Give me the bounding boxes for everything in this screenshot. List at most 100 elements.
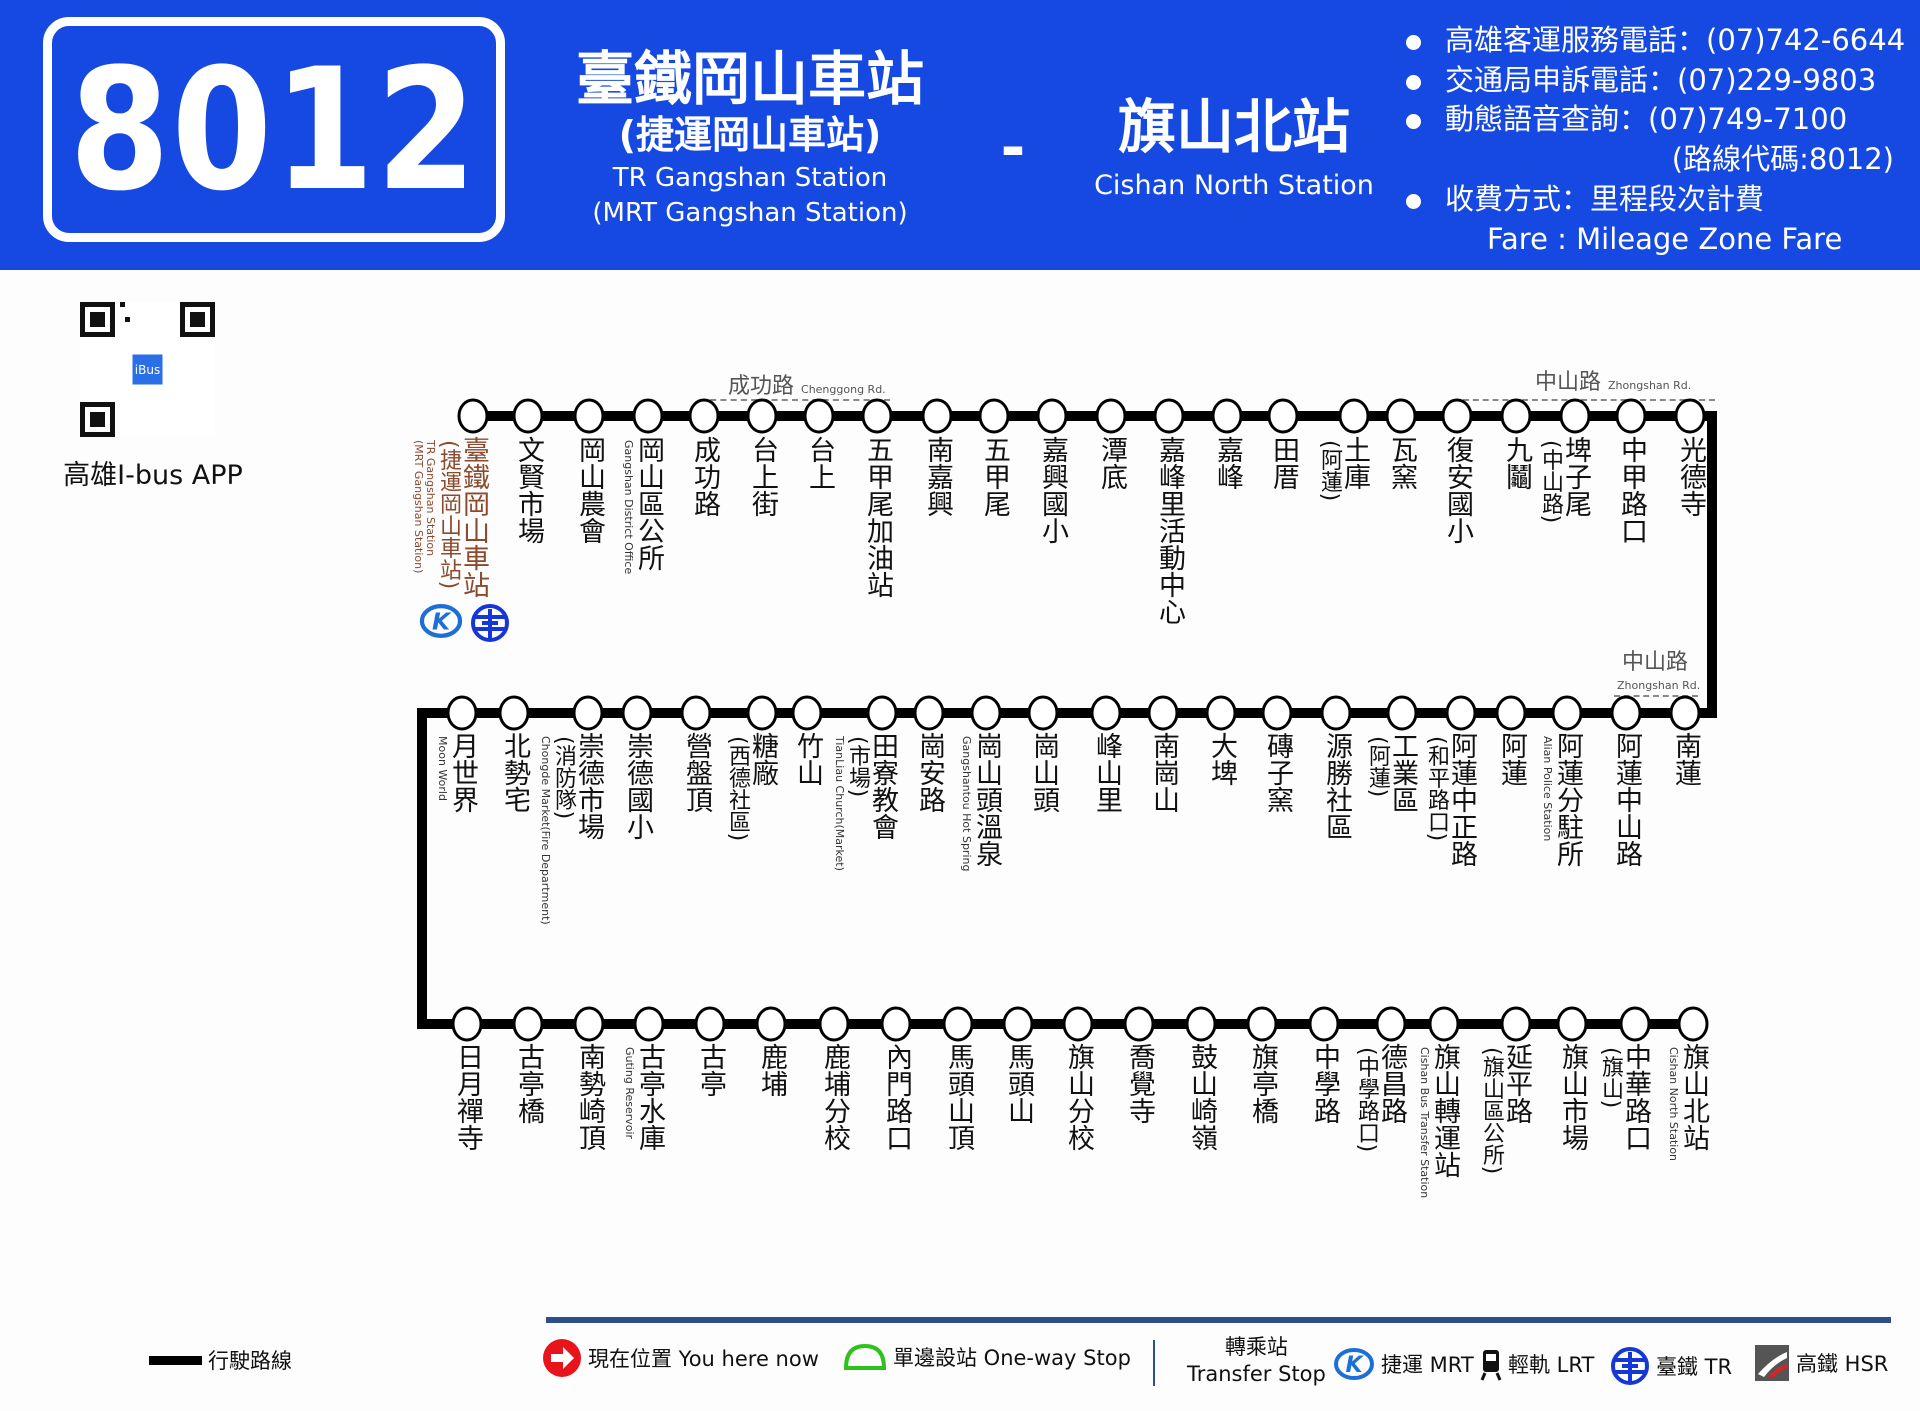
stop-name: 大埤 (1206, 732, 1237, 786)
stop-name: 岡山農會 (574, 436, 605, 544)
stop-label[interactable]: 土庫 (阿蓮) (1317, 436, 1370, 501)
stop-label[interactable]: 營盤頂 (681, 732, 712, 813)
qr-code[interactable]: iBus (80, 302, 215, 437)
stop-label[interactable]: 旗山轉運站 Cishan Bus Transfer Station (1418, 1043, 1460, 1198)
stop-label[interactable]: 中華路口 (旗山) (1598, 1043, 1651, 1151)
stop-label[interactable]: 五甲尾 (979, 436, 1010, 517)
legend-hsr: 高鐵 HSR (1754, 1344, 1888, 1382)
stop-label[interactable]: 鼓山崎嶺 (1186, 1043, 1217, 1151)
stop-label[interactable]: 中甲路口 (1616, 436, 1647, 544)
stop-label[interactable]: 月世界 Moon World (436, 732, 478, 813)
stop-label[interactable]: 文賢市場 (513, 436, 544, 544)
stop-label[interactable]: 喬覺寺 (1124, 1043, 1155, 1124)
stop-label[interactable]: 旗亭橋 (1247, 1043, 1278, 1124)
stop-label[interactable]: 成功路 (689, 436, 720, 517)
stop-name: 鹿埔 (756, 1043, 787, 1097)
stop-label[interactable]: 旗山北站 Cishan North Station (1667, 1043, 1709, 1162)
stop-name: 旗山市場 (1557, 1043, 1588, 1151)
stop-marker (1445, 695, 1477, 731)
stop-marker (1441, 398, 1473, 434)
stop-name: 成功路 (689, 436, 720, 517)
stop-marker (1211, 398, 1243, 434)
stop-name: 崗安路 (914, 732, 945, 813)
stop-label[interactable]: 九鬮 (1501, 436, 1532, 490)
stop-name: 中華路口 (1620, 1043, 1651, 1151)
stop-label[interactable]: 馬頭山頂 (943, 1043, 974, 1151)
stop-label[interactable]: 內門路口 (881, 1043, 912, 1151)
stop-name: 岡山區公所 (633, 436, 664, 571)
stop-label[interactable]: 旗山市場 (1557, 1043, 1588, 1151)
stop-label[interactable]: 五甲尾加油站 (862, 436, 893, 598)
stop-label[interactable]: 崇德國小 (622, 732, 653, 840)
stop-marker (1495, 695, 1527, 731)
stop-label[interactable]: 阿蓮中山路 (1611, 732, 1642, 867)
stop-label[interactable]: 嘉峰 (1212, 436, 1243, 490)
stop-label[interactable]: 潭底 (1096, 436, 1127, 490)
bullet-icon (1406, 34, 1421, 50)
stop-label[interactable]: 岡山區公所 Gangshan District Office (622, 436, 664, 574)
stop-label[interactable]: 台上 (804, 436, 835, 490)
stop-label[interactable]: 古亭 (695, 1043, 726, 1097)
stop-label[interactable]: 糖廠 (西德社區) (725, 732, 778, 841)
stop-label[interactable]: 崗安路 (914, 732, 945, 813)
stop-label[interactable]: 古亭橋 (513, 1043, 544, 1124)
stop-label[interactable]: 延平路 (旗山區公所) (1479, 1043, 1532, 1174)
stop-label[interactable]: 鹿埔分校 (819, 1043, 850, 1151)
complaint-phone: 交通局申訴電話：(07)229-9803 (1406, 66, 1876, 95)
stop-name: 嘉峰里活動中心 (1154, 436, 1185, 625)
stop-label[interactable]: 源勝社區 (1321, 732, 1352, 840)
stop-label[interactable]: 日月禪寺 (452, 1043, 483, 1151)
stop-label[interactable]: 古亭水庫 Guting Reservoir (623, 1043, 665, 1151)
stop-label[interactable]: 大埤 (1206, 732, 1237, 786)
stop-label[interactable]: 北勢宅 (499, 732, 530, 813)
stop-label[interactable]: 光德寺 (1675, 436, 1706, 517)
stop-subname: (捷運岡山車站) (436, 440, 461, 590)
stop-label[interactable]: 台上街 (747, 436, 778, 517)
stop-name: 南勢崎頂 (574, 1043, 605, 1151)
stop-label[interactable]: 崗山頭溫泉 Gangshantou Hot Spring (960, 732, 1002, 871)
stop-name: 阿蓮中山路 (1611, 732, 1642, 867)
stop-marker (1556, 1006, 1588, 1042)
stop-label[interactable]: 埤子尾 (中山路) (1538, 436, 1591, 523)
stop-marker (1615, 398, 1647, 434)
stop-label[interactable]: 岡山農會 (574, 436, 605, 544)
stop-label[interactable]: 臺鐵岡山車站 (捷運岡山車站) TR Gangshan Station (MRT Ga… (412, 436, 489, 598)
stop-label[interactable]: 瓦窯 (1386, 436, 1417, 490)
stop-label[interactable]: 田厝 (1268, 436, 1299, 490)
stop-label[interactable]: 南崗山 (1148, 732, 1179, 813)
stop-label[interactable]: 崇德市場 (消防隊) Chongde Market(Fire Department) (539, 732, 604, 925)
stop-label[interactable]: 馬頭山 (1003, 1043, 1034, 1124)
stop-label[interactable]: 阿蓮 (1496, 732, 1527, 786)
stop-name: 日月禪寺 (452, 1043, 483, 1151)
stop-name: 德昌路 (1376, 1043, 1407, 1124)
stop-name: 鹿埔分校 (819, 1043, 850, 1151)
stop-english: Cishan North Station (1667, 1047, 1680, 1162)
stop-label[interactable]: 崗山頭 (1028, 732, 1059, 813)
stop-label[interactable]: 阿蓮中正路 (和平路口) (1424, 732, 1477, 867)
stop-name: 埤子尾 (1560, 436, 1591, 517)
stop-label[interactable]: 南勢崎頂 (574, 1043, 605, 1151)
stop-label[interactable]: 南蓮 (1670, 732, 1701, 786)
transfer-icons: K (418, 603, 510, 643)
stop-label[interactable]: 竹山 (792, 732, 823, 786)
stop-label[interactable]: 峰山里 (1091, 732, 1122, 813)
stop-marker (942, 1006, 974, 1042)
stop-label[interactable]: 南嘉興 (922, 436, 953, 517)
stop-label[interactable]: 鹿埔 (756, 1043, 787, 1097)
stop-label[interactable]: 復安國小 (1442, 436, 1473, 544)
stop-name: 五甲尾 (979, 436, 1010, 517)
stop-label[interactable]: 磚子窯 (1262, 732, 1293, 813)
stop-label[interactable]: 嘉峰里活動中心 (1154, 436, 1185, 625)
stop-label[interactable]: 中學路 (1309, 1043, 1340, 1124)
stop-label[interactable]: 旗山分校 (1063, 1043, 1094, 1151)
stop-name: 糖廠 (747, 732, 778, 786)
stop-label[interactable]: 嘉興國小 (1037, 436, 1068, 544)
stop-name: 文賢市場 (513, 436, 544, 544)
qr-label: 高雄I-bus APP (63, 460, 243, 491)
stop-label[interactable]: 阿蓮分駐所 Alian Police Station (1541, 732, 1583, 867)
stop-name: 古亭橋 (513, 1043, 544, 1124)
stop-label[interactable]: 工業區 (阿蓮) (1365, 732, 1418, 813)
stop-name: 旗山轉運站 (1429, 1043, 1460, 1178)
stop-label[interactable]: 田寮教會 (市場) TianLiau Church(Market) (833, 732, 898, 871)
stop-label[interactable]: 德昌路 (中學路口) (1354, 1043, 1407, 1152)
